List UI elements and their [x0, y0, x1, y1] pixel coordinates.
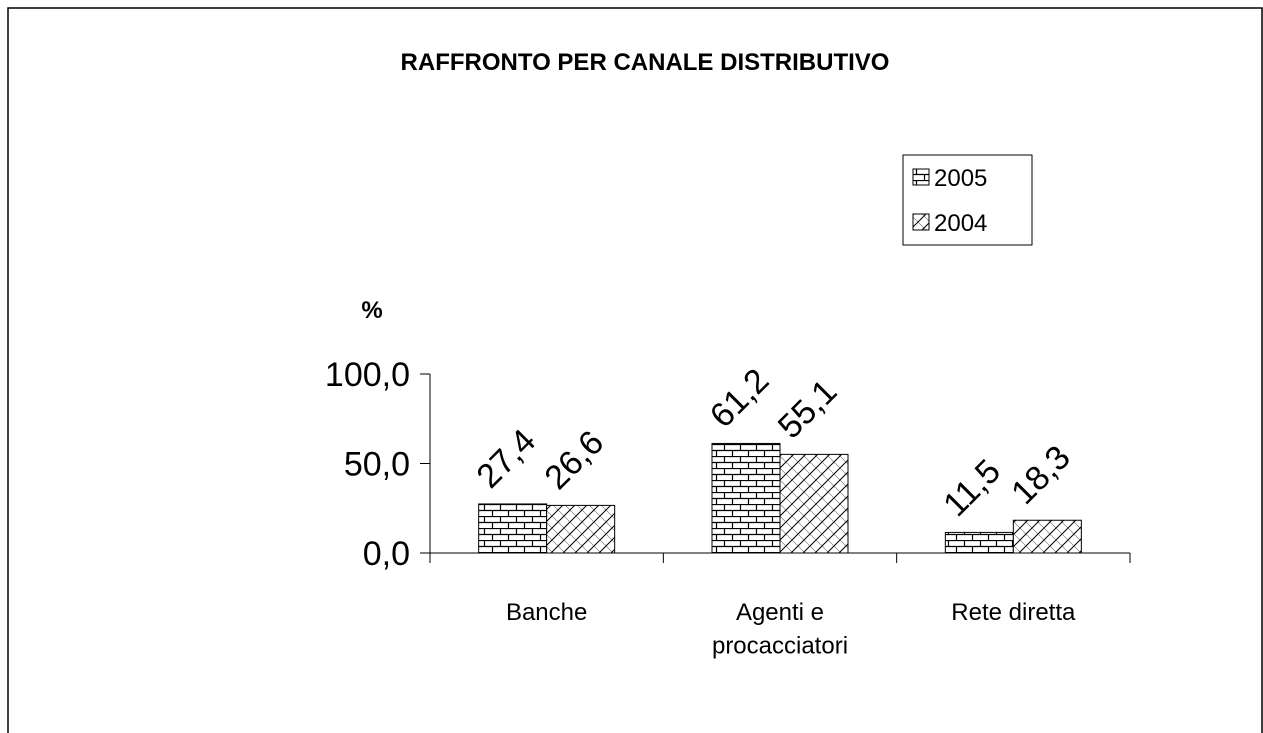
- legend-swatch: [912, 168, 930, 186]
- x-tick-label: Banche: [506, 599, 587, 626]
- y-tick-label: 0,0: [363, 535, 410, 573]
- bar: [944, 531, 1014, 554]
- y-tick-label: 50,0: [344, 446, 410, 484]
- data-label: 27,4: [469, 422, 543, 496]
- bar: [779, 453, 849, 554]
- data-label: 18,3: [1004, 438, 1078, 512]
- bar: [478, 503, 548, 554]
- data-label: 11,5: [936, 452, 1008, 524]
- bar: [1012, 519, 1082, 554]
- y-tick-label: 100,0: [325, 356, 410, 394]
- legend-label: 2005: [934, 165, 987, 192]
- bar: [546, 504, 616, 554]
- chart-title: RAFFRONTO PER CANALE DISTRIBUTIVO: [401, 49, 890, 76]
- bar: [711, 442, 781, 554]
- x-tick-label: Agenti e procacciatori: [712, 599, 848, 660]
- chart-frame: [7, 7, 1263, 733]
- data-label: 61,2: [703, 361, 777, 435]
- data-label: 55,1: [771, 372, 845, 446]
- x-tick-label: Rete diretta: [951, 599, 1076, 626]
- data-label: 26,6: [537, 423, 611, 497]
- legend-swatch: [912, 213, 930, 231]
- legend-label: 2004: [934, 210, 987, 237]
- y-axis-label: %: [361, 297, 382, 324]
